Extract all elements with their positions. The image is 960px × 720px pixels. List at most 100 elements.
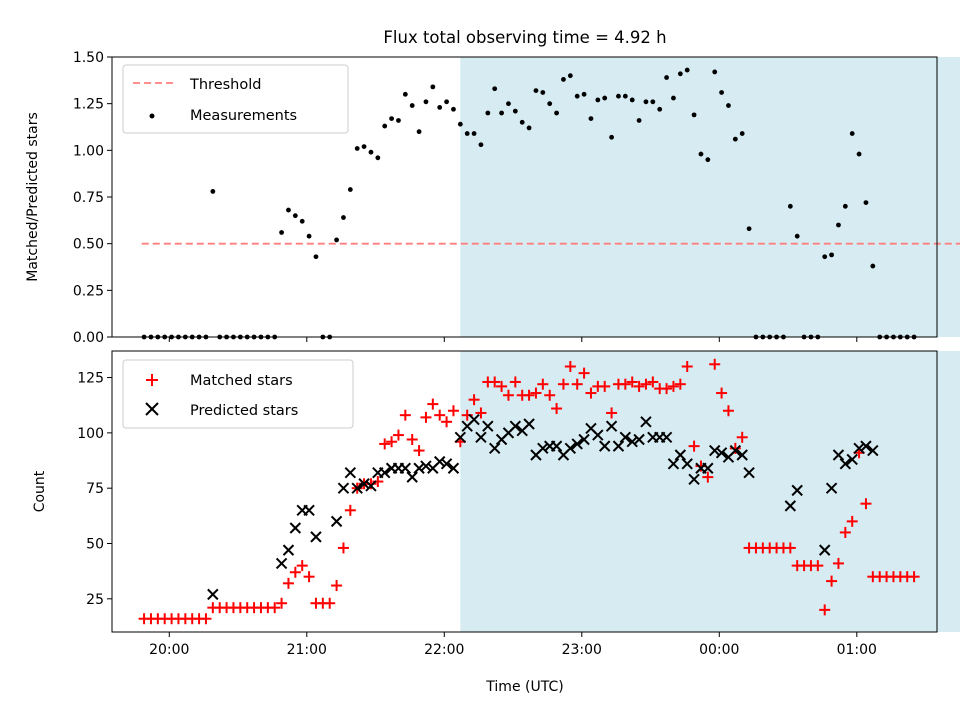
- predicted-star-point: [434, 455, 446, 468]
- matched-star-point: [729, 442, 741, 454]
- measurement-point: [643, 99, 649, 105]
- legend-matched-marker: [146, 374, 158, 386]
- matched-star-point: [447, 405, 459, 417]
- predicted-star-point: [702, 462, 714, 474]
- matched-star-point: [303, 571, 315, 583]
- predicted-star-point: [475, 431, 487, 443]
- top-y-axis-label: Matched/Predicted stars: [25, 112, 41, 282]
- measurement-point: [499, 110, 504, 116]
- measurement-point: [368, 149, 374, 155]
- measurement-point: [554, 110, 559, 116]
- matched-star-point: [406, 434, 418, 446]
- predicted-star-point: [406, 471, 418, 483]
- y-tick-label: 0.25: [73, 283, 104, 299]
- predicted-star-point: [289, 522, 302, 534]
- matched-star-point: [626, 376, 638, 388]
- measurement-point: [588, 116, 594, 121]
- predicted-star-point: [379, 466, 391, 479]
- measurement-point: [506, 101, 511, 107]
- measurement-point: [691, 112, 697, 118]
- legend-threshold-label: Threshold: [189, 77, 261, 93]
- predicted-star-point: [358, 478, 370, 490]
- measurement-point: [286, 207, 291, 213]
- bottom-legend-box: [122, 359, 354, 429]
- measurement-point: [794, 233, 800, 239]
- measurement-point: [382, 123, 388, 129]
- matched-star-point: [344, 504, 356, 516]
- matched-star-point: [681, 360, 693, 372]
- matched-star-point: [908, 571, 920, 583]
- matched-star-point: [282, 577, 294, 589]
- measurement-point: [622, 93, 628, 99]
- predicted-star-point: [784, 500, 797, 512]
- predicted-star-point: [612, 440, 625, 452]
- predicted-star-point: [564, 442, 577, 455]
- measurement-point: [402, 91, 408, 97]
- predicted-star-point: [626, 436, 638, 448]
- bottom-axes-frame: [111, 350, 938, 633]
- predicted-star-point: [709, 444, 721, 457]
- y-tick-label: 75: [86, 481, 104, 497]
- y-tick-label: 25: [86, 592, 104, 608]
- matched-star-point: [633, 380, 645, 392]
- matched-star-point: [420, 411, 432, 423]
- matched-star-point: [551, 403, 563, 415]
- matched-star-point: [661, 383, 673, 395]
- measurement-point: [334, 237, 339, 243]
- measurement-point: [746, 226, 752, 232]
- y-tick-label: 0.00: [73, 330, 104, 346]
- matched-star-point: [331, 580, 343, 592]
- bottom-y-axis-label: Count: [32, 470, 48, 512]
- measurement-point: [842, 203, 848, 209]
- matched-star-point: [571, 378, 583, 390]
- predicted-star-point: [715, 447, 728, 459]
- matched-star-point: [537, 378, 549, 390]
- measurement-point: [526, 125, 532, 131]
- predicted-star-point: [825, 482, 838, 494]
- predicted-star-point: [674, 449, 687, 461]
- measurement-point: [437, 105, 443, 110]
- measurement-point: [870, 263, 876, 269]
- predicted-star-point: [729, 444, 742, 457]
- measurement-point: [822, 254, 828, 260]
- predicted-star-point: [736, 449, 748, 461]
- matched-star-point: [468, 394, 480, 406]
- predicted-star-point: [640, 416, 652, 428]
- matched-star-point: [860, 498, 872, 510]
- predicted-star-point: [365, 480, 377, 492]
- top-observing-span: [460, 57, 960, 337]
- matched-star-point: [819, 604, 831, 616]
- matched-star-point: [674, 378, 686, 390]
- bottom-x-ticks: 20:0021:0022:0023:0000:0001:0002:0003:00…: [149, 632, 877, 658]
- predicted-star-point: [660, 431, 673, 443]
- measurement-point: [567, 73, 573, 79]
- matched-star-point: [523, 389, 535, 401]
- predicted-star-point: [303, 504, 315, 517]
- matched-star-point: [530, 387, 542, 399]
- matched-star-point: [379, 438, 391, 450]
- matched-star-point: [392, 429, 404, 441]
- x-tick-label: 23:00: [562, 642, 602, 658]
- measurement-point: [396, 118, 401, 123]
- predicted-star-point: [275, 557, 288, 570]
- predicted-star-point: [743, 466, 755, 479]
- measurement-point: [705, 157, 711, 163]
- predicted-star-point: [337, 482, 350, 494]
- predicted-star-point: [846, 453, 858, 466]
- legend-predicted-marker: [145, 402, 159, 416]
- measurement-point: [361, 144, 367, 150]
- matched-star-point: [578, 367, 590, 379]
- matched-star-point: [557, 378, 569, 390]
- measurement-point: [829, 252, 834, 258]
- predicted-star-point: [413, 462, 425, 474]
- measurement-point: [671, 95, 676, 101]
- predicted-star-point: [509, 420, 522, 432]
- y-tick-label: 125: [77, 371, 104, 387]
- predicted-star-point: [853, 442, 865, 455]
- measurement-point: [547, 101, 553, 107]
- predicted-star-point: [578, 433, 590, 446]
- x-tick-label: 22:00: [424, 642, 464, 658]
- matched-star-point: [502, 389, 514, 401]
- predicted-star-point: [791, 484, 803, 497]
- predicted-star-point: [571, 438, 583, 450]
